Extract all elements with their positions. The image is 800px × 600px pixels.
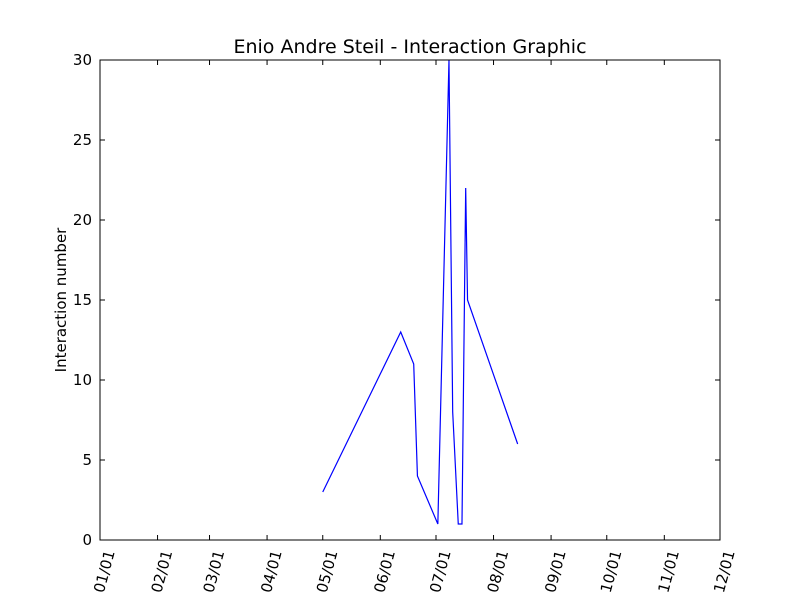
x-tick-label: 01/01 xyxy=(90,548,119,594)
chart-title: Enio Andre Steil - Interaction Graphic xyxy=(233,36,586,58)
y-tick-label: 30 xyxy=(73,51,92,69)
ticks-layer: 0 5 10 15 20 25 30 01/01 02/01 03/01 04/01 05/01 06/… xyxy=(73,51,739,595)
y-tick-label: 25 xyxy=(73,131,92,149)
y-tick-label: 5 xyxy=(82,451,92,469)
x-tick-label: 11/01 xyxy=(654,548,683,594)
x-tick-label: 04/01 xyxy=(257,548,286,594)
series-layer xyxy=(322,59,519,525)
x-tick-label: 06/01 xyxy=(370,548,399,594)
y-tick-label: 10 xyxy=(73,371,92,389)
plot-frame xyxy=(99,59,721,541)
x-tick-label: 09/01 xyxy=(541,548,570,594)
series-line-0 xyxy=(322,59,519,525)
y-tick-label: 15 xyxy=(73,291,92,309)
y-axis-label: Interaction number xyxy=(52,227,70,373)
x-tick-label: 02/01 xyxy=(148,548,177,594)
x-tick-label: 03/01 xyxy=(200,548,229,594)
x-tick-label: 07/01 xyxy=(426,548,455,594)
x-tick-label: 12/01 xyxy=(710,548,739,594)
x-tick-label: 08/01 xyxy=(484,548,513,594)
x-tick-label: 05/01 xyxy=(313,548,342,594)
y-tick-label: 0 xyxy=(82,531,92,549)
y-tick-label: 20 xyxy=(73,211,92,229)
x-tick-label: 10/01 xyxy=(597,548,626,594)
